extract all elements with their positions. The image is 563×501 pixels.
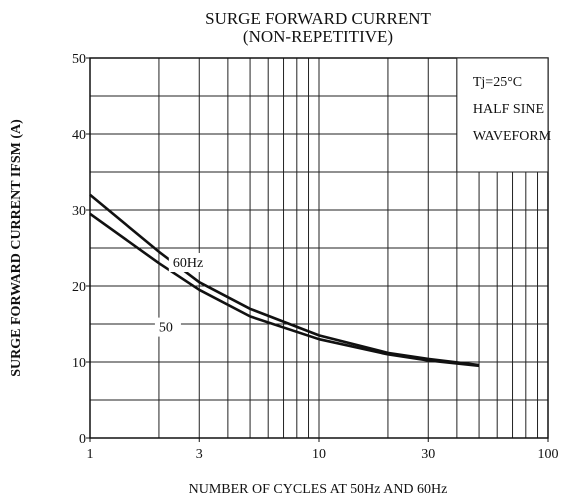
line [89, 193, 480, 367]
x-tick-label: 10 [312, 447, 326, 462]
line [89, 212, 480, 368]
y-tick-label: 50 [72, 52, 86, 67]
label-bg [154, 317, 181, 337]
x-tick-label: 3 [196, 447, 203, 462]
label-bg [168, 253, 219, 272]
x-tick-label: 1 [87, 447, 94, 462]
series-label: 50 [159, 321, 173, 336]
x-axis-label: NUMBER OF CYCLES AT 50Hz AND 60Hz [189, 482, 448, 497]
x-tick-label: 100 [538, 447, 559, 462]
series-label: 60Hz [173, 256, 203, 271]
y-tick-label: 30 [72, 204, 86, 219]
y-tick-label: 10 [72, 356, 86, 371]
y-axis-label: SURGE FORWARD CURRENT IFSM (A) [9, 119, 24, 377]
y-tick-label: 0 [79, 432, 86, 447]
x-tick-label: 30 [421, 447, 435, 462]
chart-subtitle: (NON-REPETITIVE) [243, 27, 393, 46]
annotation-box [456, 57, 549, 173]
y-tick-label: 40 [72, 128, 86, 143]
annotation: WAVEFORM [473, 129, 552, 144]
y-tick-label: 20 [72, 280, 86, 295]
annotation: HALF SINE [473, 102, 544, 117]
chart-title: SURGE FORWARD CURRENT [205, 9, 431, 28]
annotation: Tj=25°C [473, 75, 522, 90]
